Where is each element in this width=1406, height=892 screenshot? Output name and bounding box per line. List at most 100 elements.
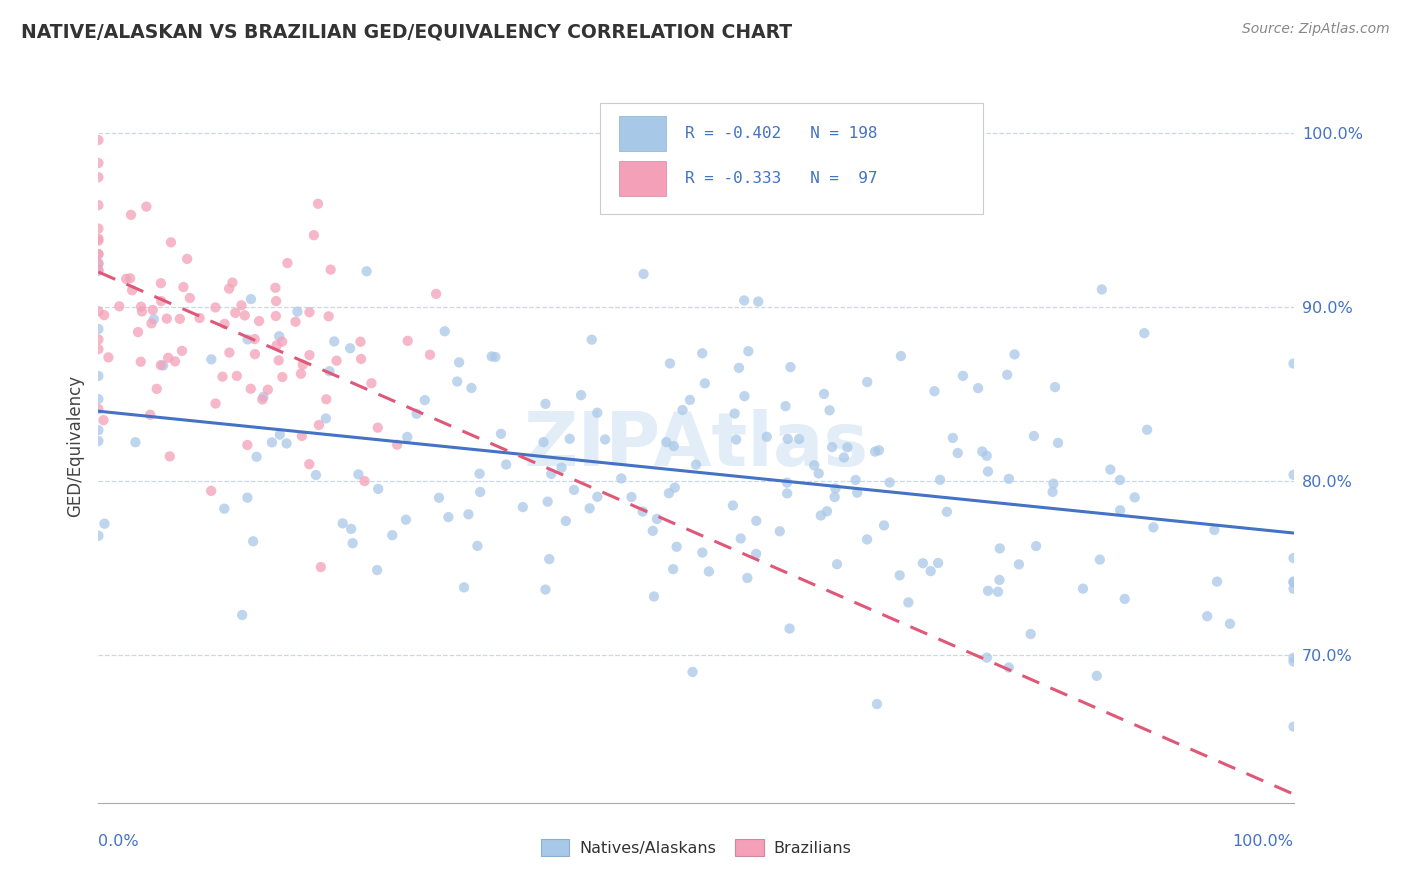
Point — [779, 360, 801, 375]
Point — [1133, 326, 1156, 340]
Point — [1282, 467, 1305, 482]
Point — [890, 349, 912, 363]
Point — [142, 312, 165, 326]
Point — [558, 432, 581, 446]
Point — [120, 208, 142, 222]
Point — [214, 317, 236, 331]
Point — [1282, 650, 1305, 665]
Point — [533, 435, 555, 450]
Point — [188, 311, 211, 326]
Point — [1142, 520, 1164, 534]
Point — [427, 491, 450, 505]
Y-axis label: GED/Equivalency: GED/Equivalency — [66, 375, 84, 517]
Point — [489, 426, 512, 441]
Point — [170, 343, 193, 358]
Point — [692, 545, 714, 559]
Point — [264, 281, 287, 295]
Point — [671, 403, 693, 417]
Point — [995, 368, 1018, 382]
Point — [924, 384, 946, 399]
Point — [87, 529, 110, 543]
Point — [115, 272, 138, 286]
Point — [755, 430, 778, 444]
Point — [593, 433, 616, 447]
Point — [779, 622, 801, 636]
Point — [1219, 616, 1241, 631]
Point — [946, 446, 969, 460]
Legend: Natives/Alaskans, Brazilians: Natives/Alaskans, Brazilians — [534, 832, 858, 863]
Point — [1042, 476, 1064, 491]
Point — [121, 283, 143, 297]
Point — [163, 354, 186, 368]
Point — [1109, 473, 1132, 487]
Point — [87, 322, 110, 336]
Point — [581, 333, 603, 347]
Point — [269, 427, 291, 442]
Point — [1022, 429, 1045, 443]
Point — [129, 355, 152, 369]
Point — [856, 375, 879, 389]
Point — [987, 584, 1010, 599]
Point — [87, 156, 110, 170]
Text: 0.0%: 0.0% — [98, 834, 139, 849]
Point — [150, 294, 173, 309]
Point — [586, 490, 609, 504]
Point — [200, 483, 222, 498]
Point — [988, 573, 1011, 587]
Point — [236, 491, 259, 505]
Point — [360, 376, 382, 391]
Point — [87, 257, 110, 271]
Point — [260, 435, 283, 450]
Point — [200, 352, 222, 367]
Point — [135, 200, 157, 214]
Point — [1046, 436, 1069, 450]
Point — [846, 485, 869, 500]
Point — [307, 196, 329, 211]
Point — [425, 286, 447, 301]
Point — [264, 294, 287, 309]
Point — [873, 518, 896, 533]
Point — [236, 332, 259, 346]
Point — [832, 450, 855, 465]
Point — [156, 311, 179, 326]
Point — [129, 300, 152, 314]
Point — [169, 311, 191, 326]
Point — [1282, 357, 1305, 371]
Point — [467, 539, 489, 553]
Point — [396, 430, 419, 444]
Point — [211, 369, 233, 384]
Point — [290, 367, 312, 381]
Point — [620, 490, 643, 504]
Point — [534, 397, 557, 411]
Point — [1282, 574, 1305, 589]
Point — [1282, 720, 1305, 734]
Point — [350, 351, 373, 366]
Text: NATIVE/ALASKAN VS BRAZILIAN GED/EQUIVALENCY CORRELATION CHART: NATIVE/ALASKAN VS BRAZILIAN GED/EQUIVALE… — [21, 22, 792, 41]
Point — [332, 516, 354, 531]
Point — [157, 351, 180, 365]
Point — [631, 505, 654, 519]
Point — [863, 444, 886, 458]
Point — [690, 346, 713, 360]
Text: R = -0.333   N =  97: R = -0.333 N = 97 — [685, 171, 877, 186]
Point — [353, 474, 375, 488]
Point — [481, 350, 503, 364]
Point — [325, 353, 347, 368]
Point — [87, 198, 110, 212]
Point — [204, 396, 226, 410]
Point — [569, 388, 592, 402]
Point — [658, 486, 681, 500]
Point — [952, 368, 974, 383]
Point — [911, 556, 934, 570]
Point — [395, 513, 418, 527]
Point — [160, 235, 183, 250]
Point — [243, 347, 266, 361]
Point — [942, 431, 965, 445]
Point — [271, 370, 294, 384]
Point — [1008, 558, 1031, 572]
Point — [124, 435, 146, 450]
Point — [437, 510, 460, 524]
Point — [495, 458, 517, 472]
Point — [697, 565, 720, 579]
Point — [721, 499, 744, 513]
